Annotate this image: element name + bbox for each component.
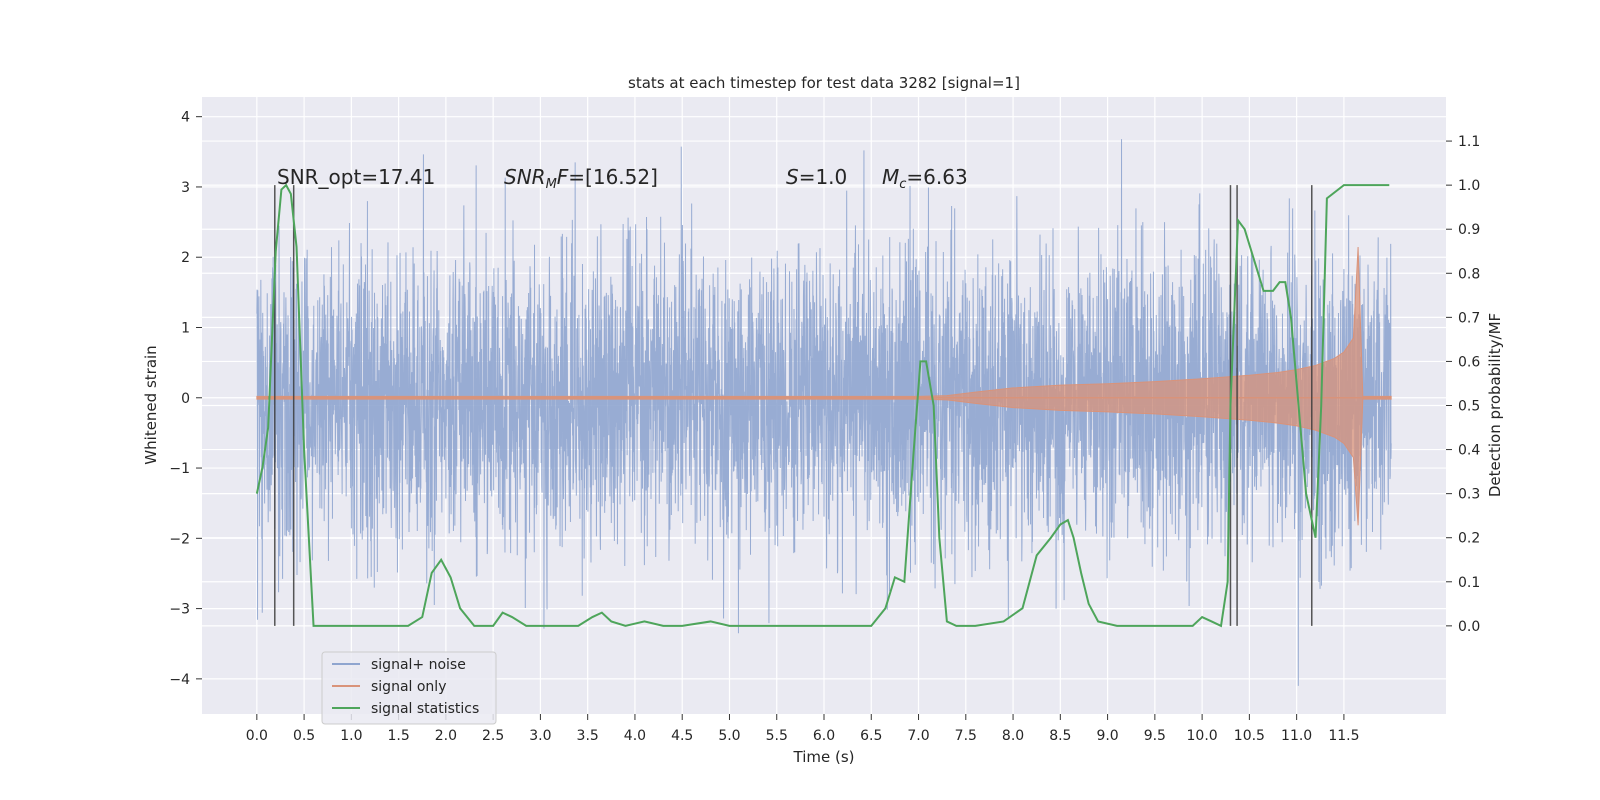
annotation-snr-mf-value: =[16.52] bbox=[568, 165, 658, 189]
x-tick-label: 0.5 bbox=[293, 728, 315, 744]
x-tick-label: 2.5 bbox=[482, 728, 504, 744]
x-tick-label: 7.5 bbox=[955, 728, 977, 744]
annotation-mc-subscript: c bbox=[899, 177, 906, 192]
annotation-snr-mf-f: F bbox=[557, 165, 569, 189]
x-tick-label: 6.5 bbox=[860, 728, 882, 744]
y-right-tick-label: 0.3 bbox=[1458, 487, 1480, 503]
y-right-tick-label: 0.1 bbox=[1458, 575, 1480, 591]
y-right-tick-label: 0.5 bbox=[1458, 399, 1480, 415]
x-tick-label: 5.5 bbox=[766, 728, 788, 744]
y-right-tick-label: 0.2 bbox=[1458, 531, 1480, 547]
annotation-s-value: =1.0 bbox=[799, 165, 848, 189]
x-tick-label: 2.0 bbox=[435, 728, 457, 744]
y-right-tick-label: 0.9 bbox=[1458, 222, 1480, 238]
x-tick-label: 3.5 bbox=[577, 728, 599, 744]
x-tick-label: 8.0 bbox=[1002, 728, 1024, 744]
x-tick-label: 9.0 bbox=[1096, 728, 1118, 744]
x-tick-label: 0.0 bbox=[246, 728, 268, 744]
y-left-tick-label: 3 bbox=[181, 180, 190, 196]
annotation-s-symbol: S bbox=[786, 165, 799, 189]
y-right-tick-label: 1.0 bbox=[1458, 178, 1480, 194]
y-axis-left-label: Whitened strain bbox=[142, 345, 160, 464]
x-tick-label: 7.0 bbox=[907, 728, 929, 744]
x-tick-label: 10.5 bbox=[1234, 728, 1265, 744]
series-signal-statistics bbox=[255, 183, 1390, 628]
y-axis-left: −4 −3 −2 −1 0 1 2 3 4 bbox=[169, 110, 202, 688]
y-left-tick-label: 4 bbox=[181, 110, 190, 126]
annotation-snr-mf-symbol: SNR bbox=[504, 165, 546, 189]
x-tick-label: 3.0 bbox=[529, 728, 551, 744]
y-left-tick-label: −1 bbox=[169, 461, 190, 477]
x-tick-label: 9.5 bbox=[1144, 728, 1166, 744]
plot-area bbox=[255, 139, 1392, 686]
x-tick-label: 8.5 bbox=[1049, 728, 1071, 744]
y-left-tick-label: −4 bbox=[169, 672, 190, 688]
x-tick-label: 6.0 bbox=[813, 728, 835, 744]
annotation-mc-value: =6.63 bbox=[906, 165, 967, 189]
x-tick-label: 10.0 bbox=[1187, 728, 1218, 744]
y-axis-right: 0.0 0.1 0.2 0.3 0.4 0.5 0.6 0.7 0.8 0.9 1.0 1.1 bbox=[1446, 134, 1480, 635]
legend: signal+ noise signal only signal statist… bbox=[321, 651, 497, 725]
y-left-tick-label: 2 bbox=[181, 250, 190, 266]
chart-title: stats at each timestep for test data 328… bbox=[628, 74, 1020, 92]
x-tick-label: 11.0 bbox=[1281, 728, 1312, 744]
x-axis: 0.0 0.5 1.0 1.5 2.0 2.5 3.0 3.5 4.0 4.5 5.0 5.5 6.0 6… bbox=[246, 714, 1359, 744]
annotation-mc: Mc=6.63 bbox=[882, 165, 968, 192]
legend-label-stats: signal statistics bbox=[371, 701, 479, 717]
y-left-tick-label: 0 bbox=[181, 391, 190, 407]
x-tick-label: 11.5 bbox=[1328, 728, 1359, 744]
x-tick-label: 1.0 bbox=[340, 728, 362, 744]
y-right-tick-label: 0.8 bbox=[1458, 266, 1480, 282]
y-right-tick-label: 0.7 bbox=[1458, 310, 1480, 326]
annotation-mc-symbol: M bbox=[882, 165, 899, 189]
x-tick-label: 1.5 bbox=[387, 728, 409, 744]
y-right-tick-label: 0.4 bbox=[1458, 443, 1480, 459]
annotation-snr-mf-subscript: M bbox=[546, 177, 557, 192]
series-signal-only bbox=[256, 247, 1392, 526]
y-left-tick-label: −3 bbox=[169, 602, 190, 618]
y-left-tick-label: −2 bbox=[169, 531, 190, 547]
x-axis-label: Time (s) bbox=[793, 748, 855, 766]
annotation-s: S=1.0 bbox=[786, 165, 847, 189]
y-right-tick-label: 0.6 bbox=[1458, 354, 1480, 370]
x-tick-label: 4.5 bbox=[671, 728, 693, 744]
x-tick-label: 5.0 bbox=[718, 728, 740, 744]
y-right-tick-label: 1.1 bbox=[1458, 134, 1480, 150]
legend-box bbox=[321, 651, 497, 725]
legend-label-noise: signal+ noise bbox=[371, 657, 466, 673]
y-axis-right-label: Detection probability/MF bbox=[1486, 313, 1504, 497]
annotation-snr-mf: SNRMF=[16.52] bbox=[504, 165, 658, 192]
x-tick-label: 4.0 bbox=[624, 728, 646, 744]
annotation-snr-opt: SNR_opt=17.41 bbox=[277, 165, 435, 189]
y-right-tick-label: 0.0 bbox=[1458, 619, 1480, 635]
y-left-tick-label: 1 bbox=[181, 320, 190, 336]
legend-label-signal: signal only bbox=[371, 679, 446, 695]
